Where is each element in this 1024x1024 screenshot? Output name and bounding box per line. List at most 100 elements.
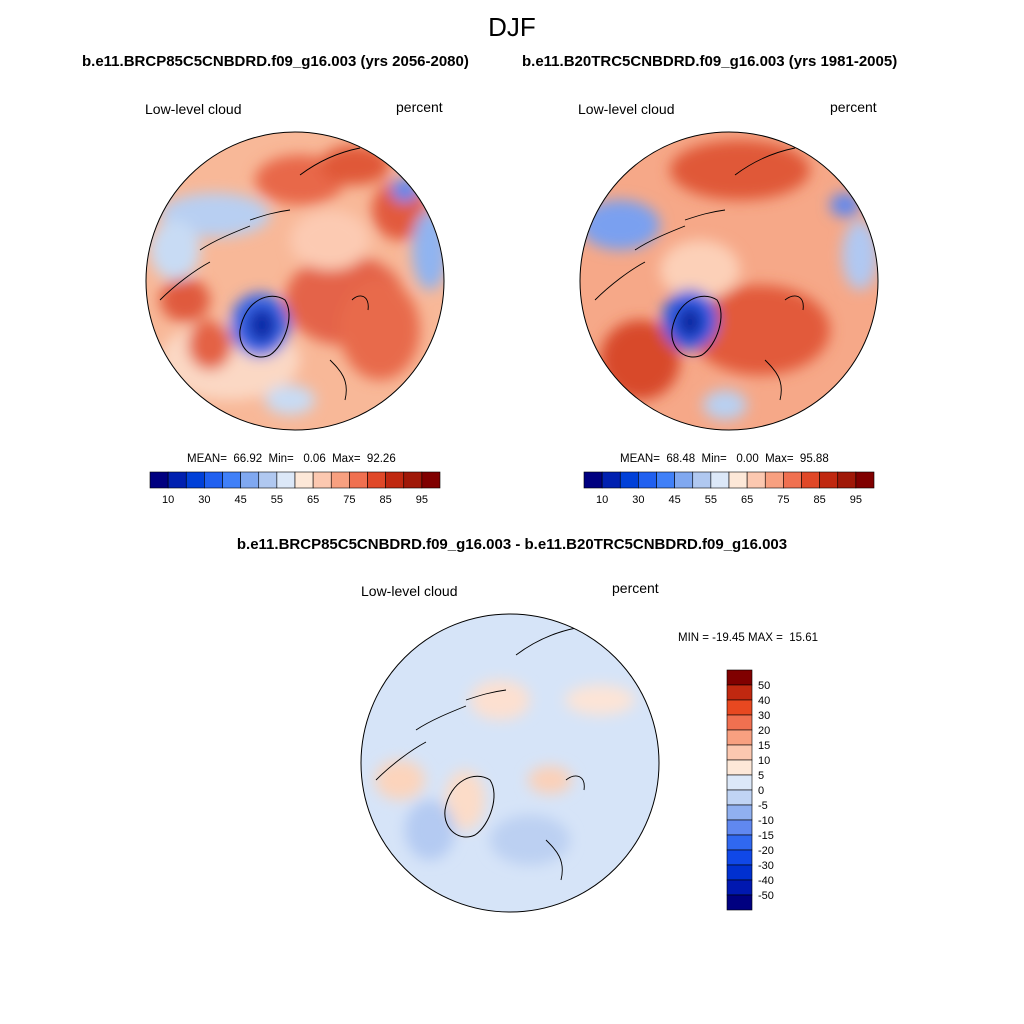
colorbar-swatch (726, 819, 753, 836)
colorbar-swatch (801, 471, 820, 489)
colorbar-tick-label: 30 (198, 494, 210, 506)
colorbar-tick-label: 15 (758, 740, 770, 752)
field-blob (490, 815, 570, 865)
colorbar-swatch (385, 471, 405, 489)
field-blob (842, 220, 878, 290)
colorbar-tick-label: -50 (758, 890, 774, 902)
colorbar-swatch (783, 471, 802, 489)
field-blob (600, 320, 680, 400)
field-blob (160, 278, 210, 322)
colorbar-tick-label: 75 (777, 494, 789, 506)
colorbar-tick-label: -30 (758, 860, 774, 872)
colorbar-swatch (726, 669, 753, 686)
colorbar-tick-label: 10 (758, 755, 770, 767)
stats-future: MEAN= 66.92 Min= 0.06 Max= 92.26 (187, 453, 396, 465)
map-boundary (579, 131, 879, 431)
colorbar-swatch (222, 471, 241, 489)
colorbar-tick-label: 65 (741, 494, 753, 506)
colorbar-swatch (746, 471, 766, 489)
colorbar-swatch (726, 864, 753, 881)
colorbar-tick-label: -20 (758, 845, 774, 857)
field-blob (290, 210, 370, 270)
variable-label-difference: Low-level cloud (361, 583, 458, 599)
field-blob (320, 145, 390, 185)
coastline (159, 147, 369, 401)
polar-map-future (145, 131, 445, 431)
field-blob (391, 178, 419, 202)
map-boundary (145, 131, 445, 431)
colorbar-future: 10 30 45 55 65 75 85 95 (149, 471, 441, 506)
polar-map-difference (360, 613, 660, 913)
colorbar-tick-label: 30 (758, 710, 770, 722)
colorbar-tick-label: 10 (162, 494, 174, 506)
colorbar-swatch (728, 471, 748, 489)
colorbar-swatch (726, 849, 753, 866)
colorbar-tick-label: 40 (758, 695, 770, 707)
colorbar-tick-label: 75 (343, 494, 355, 506)
colorbar-swatch (421, 471, 441, 489)
colorbar-tick-label: 85 (380, 494, 392, 506)
colorbar-swatch (726, 729, 753, 746)
colorbar-swatch (330, 471, 350, 489)
colorbar-swatch (819, 471, 839, 489)
colorbar-tick-label: -5 (758, 800, 768, 812)
field-blob (470, 680, 530, 720)
field-blob (265, 385, 315, 415)
colorbar-swatch (656, 471, 675, 489)
colorbar-tick-label: 55 (271, 494, 283, 506)
colorbar-swatch (403, 471, 423, 489)
field-blob (340, 280, 420, 380)
colorbar-tick-label: 65 (307, 494, 319, 506)
colorbar-tick-label: 45 (669, 494, 681, 506)
panel-title-future: b.e11.BRCP85C5CNBDRD.f09_g16.003 (yrs 20… (82, 53, 469, 70)
panel-title-difference: b.e11.BRCP85C5CNBDRD.f09_g16.003 - b.e11… (236, 536, 788, 553)
colorbar-swatch (692, 471, 712, 489)
units-label-historical: percent (830, 99, 877, 115)
field-blob (690, 285, 830, 375)
season-title: DJF (488, 12, 536, 42)
field-blob (445, 770, 485, 830)
colorbar-tick-label: 0 (758, 785, 764, 797)
colorbar-tick-label: 10 (596, 494, 608, 506)
colorbar-swatch (726, 759, 753, 776)
coastline (671, 295, 722, 358)
colorbar-swatch (855, 471, 875, 489)
colorbar-tick-label: 85 (814, 494, 826, 506)
colorbar-swatch (710, 471, 730, 489)
colorbar-swatch (349, 471, 368, 489)
field-blob (188, 320, 232, 370)
colorbar-swatch (294, 471, 314, 489)
field-blob (580, 200, 660, 250)
variable-label-future: Low-level cloud (145, 101, 242, 117)
colorbar-swatch (764, 471, 784, 489)
map-boundary (360, 613, 660, 913)
colorbar-swatch (204, 471, 223, 489)
colorbar-swatch (726, 894, 753, 911)
colorbar-swatch (726, 774, 753, 791)
colorbar-swatch (726, 789, 753, 806)
colorbar-tick-label: 45 (235, 494, 247, 506)
coastline (594, 147, 804, 401)
colorbar-tick-label: 95 (850, 494, 862, 506)
colorbar-tick-label: -10 (758, 815, 774, 827)
coastline (239, 295, 290, 358)
colorbar-swatch (167, 471, 187, 489)
units-label-difference: percent (612, 580, 659, 596)
colorbar-tick-label: -40 (758, 875, 774, 887)
polar-map-historical (579, 131, 879, 431)
colorbar-swatch (726, 714, 753, 731)
field-blob (703, 390, 747, 420)
colorbar-tick-label: 20 (758, 725, 770, 737)
colorbar-tick-label: -15 (758, 830, 774, 842)
coastline (444, 775, 495, 838)
colorbar-tick-label: 95 (416, 494, 428, 506)
colorbar-swatch (619, 471, 639, 489)
colorbar-swatch (726, 684, 753, 701)
colorbar-swatch (601, 471, 621, 489)
colorbar-historical: 10 30 45 55 65 75 85 95 (583, 471, 875, 506)
coastline (375, 627, 585, 881)
colorbar-tick-label: 5 (758, 770, 764, 782)
colorbar-swatch (726, 744, 753, 761)
field-blob (830, 193, 860, 217)
